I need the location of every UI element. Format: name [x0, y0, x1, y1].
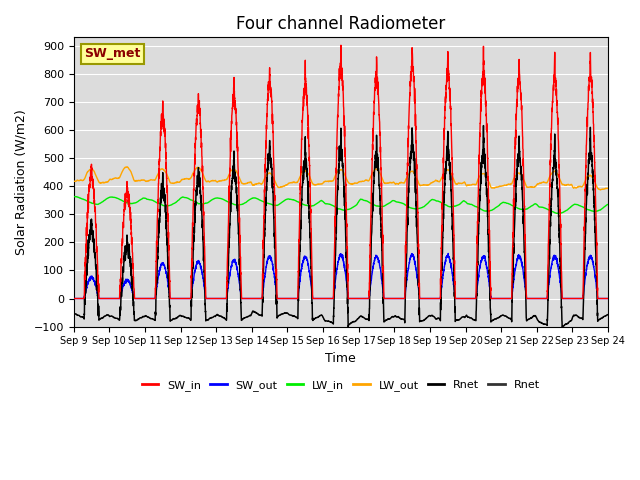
- SW_in: [491, 296, 499, 301]
- LW_out: [491, 185, 499, 191]
- Text: SW_met: SW_met: [84, 48, 141, 60]
- LW_out: [596, 187, 604, 193]
- Rnet: [166, 304, 173, 310]
- SW_in: [604, 296, 612, 301]
- Line: Rnet: Rnet: [74, 126, 608, 328]
- LW_out: [604, 186, 612, 192]
- SW_out: [461, 296, 468, 301]
- Rnet: [70, 311, 77, 317]
- Rnet: [491, 316, 499, 322]
- SW_out: [166, 294, 173, 300]
- LW_in: [321, 201, 329, 206]
- LW_out: [461, 180, 468, 185]
- LW_in: [604, 202, 612, 207]
- SW_in: [337, 42, 345, 48]
- Rnet: [166, 304, 173, 310]
- Line: Rnet: Rnet: [74, 126, 608, 328]
- LW_in: [431, 197, 439, 203]
- SW_in: [604, 296, 611, 301]
- Rnet: [604, 312, 612, 317]
- Title: Four channel Radiometer: Four channel Radiometer: [236, 15, 445, 33]
- Rnet: [479, 123, 487, 129]
- SW_in: [166, 279, 173, 285]
- LW_in: [70, 193, 77, 199]
- LW_in: [461, 198, 468, 204]
- X-axis label: Time: Time: [326, 352, 356, 365]
- Legend: SW_in, SW_out, LW_in, LW_out, Rnet, Rnet: SW_in, SW_out, LW_in, LW_out, Rnet, Rnet: [137, 375, 545, 396]
- LW_in: [604, 202, 611, 207]
- Rnet: [431, 315, 439, 321]
- Rnet: [479, 123, 487, 129]
- Y-axis label: Solar Radiation (W/m2): Solar Radiation (W/m2): [15, 109, 28, 255]
- LW_in: [70, 193, 77, 199]
- SW_in: [70, 296, 77, 301]
- Rnet: [321, 318, 328, 324]
- SW_out: [321, 296, 328, 301]
- Rnet: [604, 312, 612, 317]
- LW_out: [604, 185, 611, 191]
- LW_in: [553, 210, 561, 216]
- LW_out: [166, 179, 173, 185]
- LW_in: [166, 203, 173, 208]
- Line: LW_in: LW_in: [74, 196, 608, 213]
- Rnet: [344, 325, 352, 331]
- Rnet: [431, 315, 439, 321]
- LW_out: [123, 164, 131, 170]
- Line: SW_in: SW_in: [74, 45, 608, 299]
- SW_out: [444, 251, 452, 256]
- LW_out: [70, 178, 77, 184]
- SW_out: [604, 296, 611, 301]
- Rnet: [604, 312, 611, 318]
- Rnet: [344, 325, 352, 331]
- SW_out: [70, 296, 77, 301]
- Rnet: [461, 314, 468, 320]
- SW_out: [491, 296, 499, 301]
- Line: LW_out: LW_out: [74, 167, 608, 190]
- Line: SW_out: SW_out: [74, 253, 608, 299]
- LW_in: [491, 205, 499, 211]
- SW_out: [431, 296, 438, 301]
- Rnet: [461, 314, 468, 320]
- Rnet: [321, 318, 328, 324]
- LW_out: [431, 178, 439, 184]
- SW_in: [461, 296, 468, 301]
- LW_out: [321, 179, 329, 184]
- SW_out: [604, 296, 612, 301]
- SW_in: [321, 296, 328, 301]
- Rnet: [70, 311, 77, 317]
- Rnet: [604, 312, 611, 318]
- SW_in: [431, 296, 439, 301]
- Rnet: [491, 316, 499, 322]
